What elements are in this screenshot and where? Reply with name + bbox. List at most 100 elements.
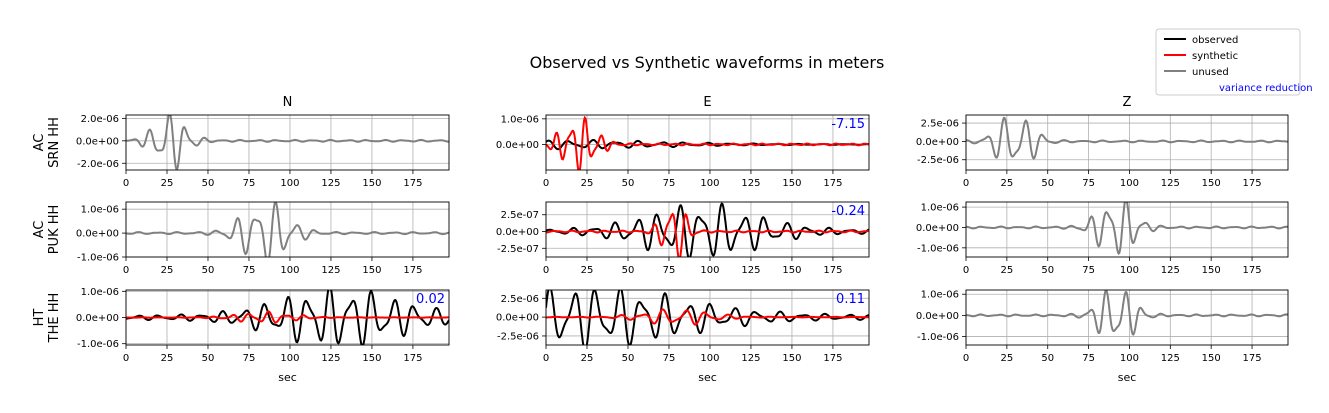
station-network: AC (32, 221, 47, 239)
x-tick-label: 100 (280, 178, 299, 189)
y-tick-label: 0.0e+00 (76, 313, 119, 324)
x-tick-label: 150 (782, 178, 801, 189)
x-tick-label: 150 (362, 353, 381, 364)
y-tick-label: -2.0e-06 (77, 159, 119, 170)
y-tick-label: -2.5e-06 (917, 155, 959, 166)
panel-SRN-HH-N: 0 25 50 75 100 125 150 175 -2.0e-06 0.0e+00 2.0e-0… (76, 114, 450, 189)
x-tick-label: 100 (280, 353, 299, 364)
station-network: HT (32, 309, 47, 327)
x-tick-label: 125 (741, 353, 760, 364)
y-tick-label: 0.0e+00 (496, 140, 539, 151)
x-tick-label: 100 (700, 178, 719, 189)
y-tick-label: 0.0e+00 (916, 137, 959, 148)
x-tick-label: 25 (581, 178, 594, 189)
axes-frame (125, 114, 450, 171)
x-tick-label: 50 (202, 353, 215, 364)
y-tick-label: 2.5e-07 (501, 210, 539, 221)
y-tick-label: 1.0e-06 (921, 290, 959, 301)
x-tick-label: 150 (1202, 353, 1221, 364)
series-synthetic (546, 308, 869, 326)
x-tick-label: 125 (321, 265, 340, 276)
x-tick-label: 175 (823, 265, 842, 276)
y-tick-label: 2.5e-06 (501, 294, 539, 305)
x-axis-label: sec (278, 371, 297, 384)
x-tick-label: 50 (622, 178, 635, 189)
x-tick-label: 0 (123, 353, 129, 364)
x-tick-label: 175 (1242, 178, 1261, 189)
x-tick-label: 175 (1242, 353, 1261, 364)
x-tick-label: 0 (123, 178, 129, 189)
y-tick-label: 0.0e+00 (916, 223, 959, 234)
x-tick-label: 50 (202, 265, 215, 276)
x-tick-label: 175 (403, 353, 422, 364)
x-tick-label: 75 (663, 353, 676, 364)
y-tick-label: -2.5e-06 (497, 331, 539, 342)
x-tick-label: 0 (963, 178, 969, 189)
x-tick-label: 175 (403, 265, 422, 276)
y-tick-label: 1.0e-06 (501, 114, 539, 125)
station-label-0: AC SRN HH (32, 117, 62, 168)
variance-reduction-value: -7.15 (831, 117, 865, 132)
variance-reduction-value: 0.11 (836, 292, 865, 307)
axes-frame (965, 114, 1289, 171)
series-unused (966, 290, 1288, 336)
axes-frame (965, 289, 1289, 346)
x-tick-label: 175 (823, 178, 842, 189)
x-tick-label: 100 (700, 265, 719, 276)
axes-frame (545, 201, 870, 258)
y-tick-label: 1.0e-06 (81, 205, 119, 216)
x-tick-label: 150 (362, 265, 381, 276)
y-tick-label: -2.5e-07 (497, 244, 539, 255)
axes-frame (545, 114, 870, 171)
panel-PUK-HH-E: 0 25 50 75 100 125 150 175 -2.5e-07 0.0e+00 2.5e-0… (496, 201, 870, 276)
series-unused (126, 115, 449, 170)
x-tick-label: 125 (321, 353, 340, 364)
y-tick-label: -1.0e-06 (917, 332, 959, 343)
station-name: THE HH (47, 293, 62, 344)
variance-reduction-value: -0.24 (831, 204, 865, 219)
x-tick-label: 125 (1161, 265, 1180, 276)
x-tick-label: 175 (823, 353, 842, 364)
x-tick-label: 75 (663, 178, 676, 189)
series-observed (546, 290, 869, 345)
station-label-1: AC PUK HH (32, 205, 62, 255)
y-tick-label: 1.0e-06 (921, 203, 959, 214)
x-tick-label: 150 (782, 265, 801, 276)
x-tick-label: 75 (243, 265, 256, 276)
x-tick-label: 0 (543, 178, 549, 189)
x-tick-label: 150 (362, 178, 381, 189)
y-tick-label: 0.0e+00 (916, 311, 959, 322)
x-tick-label: 100 (1120, 265, 1139, 276)
x-tick-label: 25 (1000, 353, 1013, 364)
x-tick-label: 0 (963, 353, 969, 364)
station-name: SRN HH (47, 117, 62, 168)
column-title-Z: Z (1123, 95, 1132, 110)
x-tick-label: 150 (782, 353, 801, 364)
x-tick-label: 175 (1242, 265, 1261, 276)
x-tick-label: 125 (321, 178, 340, 189)
panel-SRN-HH-E: 0 25 50 75 100 125 150 175 0.0e+00 1.0e-06 -7.15 (496, 114, 870, 189)
series-synthetic (126, 310, 449, 324)
panel-PUK-HH-N: 0 25 50 75 100 125 150 175 -1.0e-06 0.0e+00 1.0e-0… (76, 201, 450, 276)
x-tick-label: 125 (1161, 353, 1180, 364)
x-tick-label: 50 (622, 265, 635, 276)
x-tick-label: 100 (700, 353, 719, 364)
axes-frame (965, 201, 1289, 258)
x-tick-label: 75 (1082, 178, 1095, 189)
legend-label-variance-reduction: variance reduction (1219, 83, 1313, 94)
x-tick-label: 100 (1120, 178, 1139, 189)
series-unused (966, 202, 1288, 255)
series-observed (126, 290, 449, 345)
y-tick-label: 0.0e+00 (496, 313, 539, 324)
y-tick-label: -1.0e-06 (77, 253, 119, 264)
x-tick-label: 125 (741, 178, 760, 189)
x-axis-label: sec (1118, 371, 1137, 384)
x-tick-label: 75 (243, 353, 256, 364)
station-label-2: HT THE HH (32, 293, 62, 344)
x-tick-label: 0 (543, 265, 549, 276)
x-axis-label: sec (698, 371, 717, 384)
x-tick-label: 0 (543, 353, 549, 364)
x-tick-label: 25 (1000, 265, 1013, 276)
